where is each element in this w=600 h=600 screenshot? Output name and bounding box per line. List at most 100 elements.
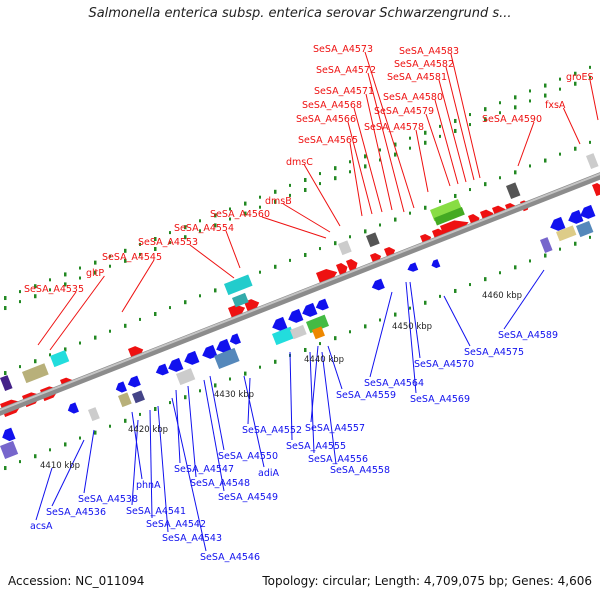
track-tick xyxy=(259,270,261,274)
forward-label-leader xyxy=(562,107,581,145)
track-tick xyxy=(199,219,201,223)
track-tick xyxy=(574,71,577,76)
reverse-gene-label: SeSA_A4570 xyxy=(414,359,474,370)
track-tick xyxy=(229,217,231,221)
track-tick xyxy=(109,329,111,333)
forward-label-leader xyxy=(445,66,475,181)
reverse-gene-label: SeSA_A4549 xyxy=(218,492,278,503)
track-tick xyxy=(454,288,457,293)
track-tick xyxy=(214,383,217,388)
track-tick xyxy=(559,77,561,81)
reverse-label-leader xyxy=(247,377,251,425)
gene-features xyxy=(0,153,600,460)
reverse-gene-shape xyxy=(184,350,200,365)
track-tick xyxy=(379,223,381,227)
forward-gene-label: SeSA_A4566 xyxy=(296,114,356,125)
reverse-gene-shape xyxy=(229,333,241,345)
reverse-gene-arrow xyxy=(2,427,16,442)
track-tick xyxy=(79,341,81,345)
track-tick xyxy=(589,235,591,239)
track-tick xyxy=(559,87,561,91)
gene-block xyxy=(337,240,352,256)
forward-gene-shape xyxy=(316,268,338,287)
reverse-gene-label: SeSA_A4557 xyxy=(305,423,365,434)
forward-gene-label: SeSA_A4560 xyxy=(210,209,270,220)
reverse-gene-shape xyxy=(202,344,218,359)
track-tick xyxy=(64,442,67,447)
reverse-gene-label: SeSA_A4589 xyxy=(498,330,558,341)
track-tick xyxy=(469,113,471,117)
track-tick xyxy=(139,317,141,321)
track-tick xyxy=(334,176,337,181)
track-tick xyxy=(589,75,591,79)
backbone-highlight xyxy=(0,172,600,412)
track-tick xyxy=(49,288,51,292)
track-tick xyxy=(124,323,127,328)
track-tick xyxy=(79,266,81,270)
reverse-label-leader xyxy=(175,389,181,464)
track-tick xyxy=(409,211,411,215)
reverse-gene-label: SeSA_A4569 xyxy=(410,394,470,405)
track-tick xyxy=(514,170,517,175)
gene-block xyxy=(505,182,521,200)
track-tick xyxy=(214,288,217,293)
track-tick xyxy=(394,217,397,222)
reverse-label-leader xyxy=(327,345,343,390)
track-tick xyxy=(34,284,37,289)
forward-label-leader xyxy=(438,79,467,183)
forward-gene-label: SeSA_A4545 xyxy=(102,252,162,263)
reverse-gene-shape xyxy=(580,204,596,219)
track-tick xyxy=(484,117,487,122)
reverse-label-leader xyxy=(187,385,197,478)
reverse-gene-arrow xyxy=(431,259,441,269)
reverse-gene-label: SeSA_A4555 xyxy=(286,441,346,452)
track-tick xyxy=(34,294,37,299)
gene-block xyxy=(0,440,19,460)
track-tick xyxy=(499,271,501,275)
reverse-gene-arrow xyxy=(315,298,329,311)
reverse-gene-arrow xyxy=(371,278,385,291)
track-tick xyxy=(289,258,291,262)
track-tick xyxy=(4,306,7,311)
track-tick xyxy=(409,146,411,150)
track-tick xyxy=(484,277,487,282)
reverse-gene-label: adiA xyxy=(258,468,279,479)
reverse-gene-label: SeSA_A4538 xyxy=(78,494,138,505)
reverse-gene-arrow xyxy=(568,209,584,224)
reverse-gene-arrow xyxy=(115,381,127,393)
genome-summary: Topology: circular; Length: 4,709,075 bp… xyxy=(262,574,592,588)
reverse-gene-label: SeSA_A4542 xyxy=(146,519,206,530)
forward-gene-label: groES xyxy=(566,72,594,83)
track-tick xyxy=(184,395,187,400)
track-tick xyxy=(514,105,517,110)
gene-block xyxy=(118,392,132,408)
forward-label-leader xyxy=(434,99,459,185)
track-tick xyxy=(439,294,441,298)
gene-block xyxy=(306,314,330,334)
track-tick xyxy=(4,296,7,301)
track-tick xyxy=(199,294,201,298)
track-tick xyxy=(124,418,127,423)
reverse-gene-arrow xyxy=(272,316,288,331)
reverse-gene-shape xyxy=(315,298,329,311)
gene-block xyxy=(131,390,145,404)
reverse-gene-arrow xyxy=(229,333,241,345)
track-tick xyxy=(349,235,351,239)
forward-gene-shape xyxy=(228,304,246,320)
forward-label-leader xyxy=(49,275,105,351)
track-tick xyxy=(544,83,547,88)
forward-gene-arrow xyxy=(316,268,338,287)
scale-label: 4410 kbp xyxy=(40,461,80,471)
track-tick xyxy=(499,101,501,105)
reverse-label-leader xyxy=(131,419,139,506)
forward-label-leader xyxy=(364,51,415,209)
track-tick xyxy=(514,95,517,100)
track-tick xyxy=(244,201,247,206)
gene-block xyxy=(366,232,380,248)
track-tick xyxy=(304,187,307,192)
track-tick xyxy=(34,359,37,364)
forward-label-leader xyxy=(425,113,451,187)
reverse-gene-label: SeSA_A4558 xyxy=(330,465,390,476)
reverse-gene-label: SeSA_A4546 xyxy=(200,552,260,563)
